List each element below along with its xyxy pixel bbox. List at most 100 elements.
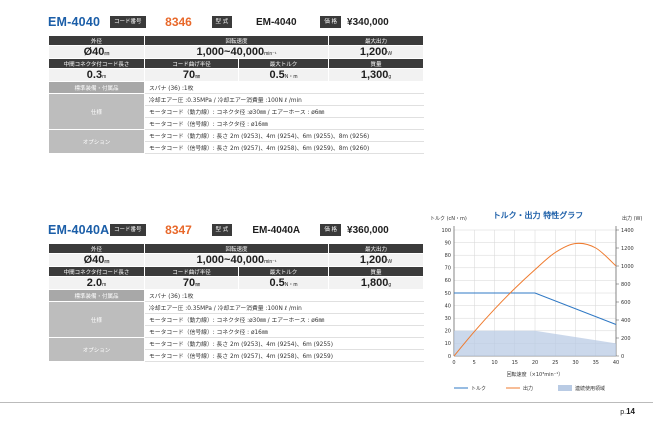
- x-tick-label: 20: [532, 360, 538, 366]
- y-tick-label: 10: [445, 341, 451, 347]
- value-max-output: 1,200W: [328, 45, 425, 59]
- code-number: 8347: [165, 223, 192, 237]
- type-value: EM-4040A: [252, 224, 301, 236]
- type-value: EM-4040: [255, 16, 297, 28]
- option-label: オプション: [48, 337, 145, 362]
- value-bend-radius: 70㎜: [144, 276, 239, 290]
- value-bend-radius: 70㎜: [144, 68, 239, 82]
- header-max-output: 最大出力: [328, 35, 425, 46]
- type-label: 型 式: [211, 224, 233, 236]
- legend-label: 連続使用領域: [575, 385, 605, 392]
- header-speed: 回転速度: [143, 35, 330, 46]
- accessory-label: 標準装備・付属品: [48, 289, 145, 302]
- x-tick-label: 25: [552, 360, 558, 366]
- option-line: モータコード（信号線）: 長さ 2m (9257)、4m (9258)、6m (…: [143, 349, 425, 362]
- header-mass: 質量: [328, 58, 425, 69]
- type-label: 型 式: [211, 16, 233, 28]
- y-tick-label: 100: [441, 228, 451, 234]
- value-cord-length: 2.0m: [48, 276, 145, 290]
- header-speed: 回転速度: [143, 243, 330, 254]
- x-tick-label: 35: [593, 360, 599, 366]
- value-mass: 1,300g: [328, 68, 425, 82]
- header-max-output: 最大出力: [328, 243, 425, 254]
- spec-label: 仕様: [48, 93, 145, 130]
- y-axis-right-label: 出力 (W): [622, 215, 642, 222]
- value-max-output: 1,200W: [328, 253, 425, 267]
- model-name: EM-4040: [48, 15, 101, 29]
- header-cord-length: 中間コネクタ付コード長さ: [48, 266, 145, 277]
- x-tick-label: 5: [473, 360, 476, 366]
- product-block-em-4040a: EM-4040A コード番号 8347 型 式 EM-4040A 価 格 ¥36…: [48, 222, 425, 362]
- product-header: EM-4040 コード番号 8346 型 式 EM-4040 価 格 ¥340,…: [48, 14, 423, 30]
- option-label: オプション: [48, 129, 145, 154]
- x-tick-label: 0: [452, 360, 455, 366]
- y-tick-label: 20: [445, 329, 451, 335]
- value-outer-diameter: Ø40㎜: [48, 45, 145, 59]
- continuous-use-area: [454, 330, 616, 356]
- y-right-tick-label: 400: [621, 318, 631, 324]
- product-header: EM-4040A コード番号 8347 型 式 EM-4040A 価 格 ¥36…: [48, 222, 423, 238]
- spec-line: モータコード（動力線）: コネクタ径 :ø30㎜ / エアーホース : ø6㎜: [143, 313, 425, 326]
- header-cord-length: 中間コネクタ付コード長さ: [48, 58, 145, 69]
- y-right-tick-label: 200: [621, 336, 631, 342]
- legend-label: 出力: [523, 385, 533, 392]
- model-name: EM-4040A: [48, 223, 110, 237]
- spec-label: 仕様: [48, 301, 145, 338]
- accessory-text: スパナ (36) :1枚: [143, 289, 425, 302]
- value-max-torque: 0.5N・m: [237, 68, 330, 82]
- product-block-em-4040: EM-4040 コード番号 8346 型 式 EM-4040 価 格 ¥340,…: [48, 14, 425, 154]
- accessory-text: スパナ (36) :1枚: [143, 81, 425, 94]
- accessory-label: 標準装備・付属品: [48, 81, 145, 94]
- price-label: 価 格: [320, 224, 342, 236]
- value-speed: 1,000~40,000min⁻¹: [143, 45, 330, 59]
- y-tick-label: 80: [445, 253, 451, 259]
- x-tick-label: 15: [512, 360, 518, 366]
- x-tick-label: 30: [572, 360, 578, 366]
- value-max-torque: 0.5N・m: [237, 276, 330, 290]
- y-tick-label: 40: [445, 303, 451, 309]
- legend-swatch-area: [558, 385, 572, 391]
- spec-line: モータコード（信号線）: コネクタ径 : ø16㎜: [143, 117, 425, 130]
- chart-title: トルク・出力 特性グラフ: [493, 210, 584, 220]
- y-tick-label: 60: [445, 278, 451, 284]
- code-number: 8346: [165, 15, 192, 29]
- header-outer-diameter: 外径: [48, 35, 145, 46]
- y-right-tick-label: 1000: [621, 264, 634, 270]
- y-axis-label: トルク (cN・m): [430, 216, 467, 222]
- option-line: モータコード（動力線）: 長さ 2m (9253)、4m (9254)、6m (…: [143, 129, 425, 142]
- price-value: ¥340,000: [347, 16, 389, 28]
- spec-line: 冷却エアー圧 :0.35MPa / 冷却エアー消費量 :100N ℓ /min: [143, 301, 425, 314]
- y-right-tick-label: 0: [621, 354, 624, 360]
- y-tick-label: 50: [445, 291, 451, 297]
- spec-line: モータコード（動力線）: コネクタ径 :ø30㎜ / エアーホース : ø6㎜: [143, 105, 425, 118]
- series-line-output: [453, 242, 617, 357]
- x-tick-label: 10: [491, 360, 497, 366]
- code-label: コード番号: [110, 16, 146, 28]
- header-bend-radius: コード曲げ半径: [144, 58, 239, 69]
- value-cord-length: 0.3m: [48, 68, 145, 82]
- spec-line: モータコード（信号線）: コネクタ径 : ø16㎜: [143, 325, 425, 338]
- x-tick-label: 40: [613, 360, 619, 366]
- y-tick-label: 70: [445, 266, 451, 272]
- y-tick-label: 30: [445, 316, 451, 322]
- series-line-torque: [454, 292, 617, 325]
- price-value: ¥360,000: [347, 224, 389, 236]
- page-number: p.14: [620, 407, 635, 416]
- spec-table: 外径 回転速度 最大出力 Ø40㎜ 1,000~40,000min⁻¹ 1,20…: [48, 243, 425, 362]
- value-speed: 1,000~40,000min⁻¹: [143, 253, 330, 267]
- spec-line: 冷却エアー圧 :0.35MPa / 冷却エアー消費量 :100N ℓ /min: [143, 93, 425, 106]
- value-outer-diameter: Ø40㎜: [48, 253, 145, 267]
- option-line: モータコード（動力線）: 長さ 2m (9253)、4m (9254)、6m (…: [143, 337, 425, 350]
- y-right-tick-label: 1200: [621, 246, 634, 252]
- y-right-tick-label: 800: [621, 282, 631, 288]
- code-label: コード番号: [110, 224, 146, 236]
- option-line: モータコード（信号線）: 長さ 2m (9257)、4m (9258)、6m (…: [143, 141, 425, 154]
- x-axis-label: 回転速度（×10³min⁻¹）: [507, 371, 564, 378]
- spec-table: 外径 回転速度 最大出力 Ø40㎜ 1,000~40,000min⁻¹ 1,20…: [48, 35, 425, 154]
- header-mass: 質量: [328, 266, 425, 277]
- footer-divider: [0, 402, 653, 403]
- y-tick-label: 90: [445, 240, 451, 246]
- value-mass: 1,800g: [328, 276, 425, 290]
- header-outer-diameter: 外径: [48, 243, 145, 254]
